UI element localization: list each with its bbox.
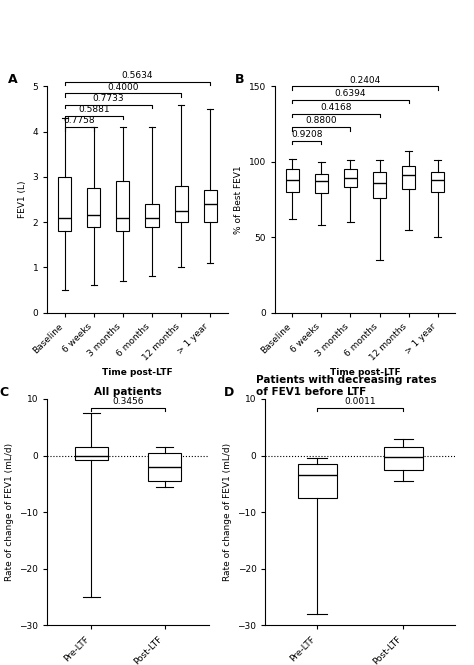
PathPatch shape	[286, 170, 299, 192]
Text: C: C	[0, 386, 8, 399]
Title: All patients: All patients	[94, 387, 162, 397]
PathPatch shape	[402, 166, 415, 189]
Text: 0.6394: 0.6394	[335, 89, 366, 98]
Y-axis label: FEV1 (L): FEV1 (L)	[18, 181, 27, 218]
Text: 0.8800: 0.8800	[306, 116, 337, 126]
PathPatch shape	[58, 177, 72, 231]
PathPatch shape	[117, 182, 129, 231]
PathPatch shape	[75, 447, 108, 460]
PathPatch shape	[203, 190, 217, 222]
Text: 0.5634: 0.5634	[122, 71, 153, 80]
Text: A: A	[8, 73, 18, 86]
Text: 0.5881: 0.5881	[78, 105, 109, 114]
PathPatch shape	[384, 447, 423, 469]
Text: 0.4168: 0.4168	[320, 103, 352, 112]
Text: D: D	[224, 386, 234, 399]
Text: 0.7758: 0.7758	[64, 116, 95, 126]
X-axis label: Time post-LTF: Time post-LTF	[102, 368, 173, 376]
PathPatch shape	[87, 188, 100, 227]
Text: B: B	[235, 73, 245, 86]
PathPatch shape	[431, 172, 444, 192]
Y-axis label: % of Best FEV1: % of Best FEV1	[234, 165, 243, 234]
PathPatch shape	[174, 186, 188, 222]
PathPatch shape	[146, 204, 158, 227]
PathPatch shape	[148, 453, 181, 481]
Text: 0.9208: 0.9208	[291, 130, 323, 139]
Y-axis label: Rate of change of FEV1 (mL/d): Rate of change of FEV1 (mL/d)	[223, 443, 232, 581]
Y-axis label: Rate of change of FEV1 (mL/d): Rate of change of FEV1 (mL/d)	[5, 443, 14, 581]
Text: Patients with decreasing rates
of FEV1 before LTF: Patients with decreasing rates of FEV1 b…	[256, 375, 437, 397]
Text: 0.7733: 0.7733	[92, 94, 124, 103]
Text: 0.4000: 0.4000	[107, 82, 139, 92]
PathPatch shape	[298, 464, 337, 498]
Text: 0.2404: 0.2404	[349, 76, 381, 84]
Text: 0.0011: 0.0011	[345, 398, 376, 406]
PathPatch shape	[344, 170, 357, 188]
PathPatch shape	[373, 172, 386, 198]
Text: 0.3456: 0.3456	[112, 398, 144, 406]
PathPatch shape	[315, 174, 328, 194]
X-axis label: Time post-LTF: Time post-LTF	[330, 368, 400, 376]
